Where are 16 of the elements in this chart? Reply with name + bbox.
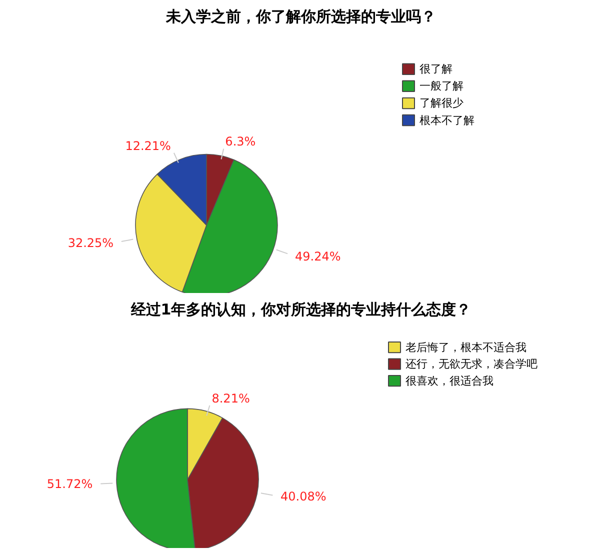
data-label: 49.24% [295, 249, 341, 264]
data-label: 51.72% [46, 477, 93, 492]
legend-label: 根本不了解 [420, 114, 474, 127]
data-label: 8.21% [212, 392, 250, 406]
legend-label: 了解很少 [420, 96, 464, 110]
legend-label: 很了解 [420, 62, 452, 76]
data-label: 6.3% [225, 134, 256, 149]
legend-label: 还行，无欲无求，凑合学吧 [406, 358, 538, 371]
legend-label: 一般了解 [420, 80, 464, 93]
legend-label: 很喜欢，很适合我 [406, 374, 494, 388]
chart-title: 未入学之前，你了解你所选择的专业吗？ [165, 8, 436, 26]
legend-label: 老后悔了，根本不适合我 [406, 340, 526, 354]
chart-title: 经过1年多的认知，你对所选择的专业持什么态度？ [130, 300, 472, 318]
data-label: 40.08% [280, 490, 326, 504]
data-label: 32.25% [68, 236, 114, 250]
data-label: 12.21% [125, 139, 171, 154]
